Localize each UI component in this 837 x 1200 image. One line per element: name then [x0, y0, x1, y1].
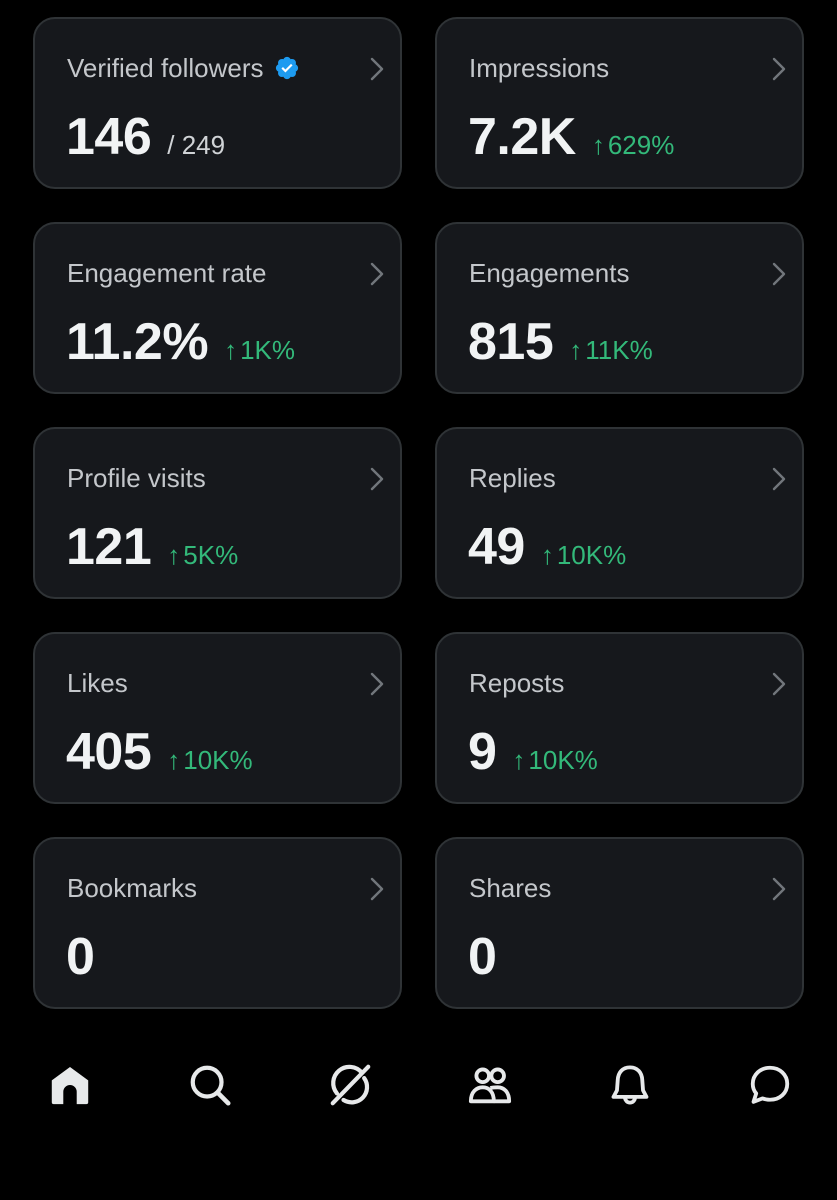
card-value: 11.2% [66, 313, 209, 371]
card-value-row: 405 ↑ 10K% [66, 722, 253, 782]
card-bookmarks[interactable]: Bookmarks 0 [33, 837, 402, 1009]
card-value: 9 [468, 723, 497, 781]
card-change-value: 11K% [585, 335, 653, 365]
card-title-label: Shares [469, 873, 552, 903]
arrow-up-icon: ↑ [591, 130, 605, 160]
card-value: 146 [66, 108, 152, 166]
card-change: ↑ 5K% [167, 540, 238, 571]
nav-grok-button[interactable] [325, 1060, 375, 1110]
card-value-row: 7.2K ↑ 629% [468, 107, 674, 167]
chevron-right-icon [370, 467, 384, 491]
card-value-row: 0 [468, 927, 497, 987]
nav-communities-button[interactable] [465, 1060, 515, 1110]
card-title: Impressions [469, 53, 609, 83]
arrow-up-icon: ↑ [540, 540, 554, 570]
card-title-label: Engagement rate [67, 258, 267, 288]
chevron-right-icon [370, 672, 384, 696]
card-change-value: 10K% [556, 540, 627, 570]
card-title-label: Profile visits [67, 463, 206, 493]
nav-search-button[interactable] [185, 1060, 235, 1110]
arrow-up-icon: ↑ [224, 335, 238, 365]
card-value-row: 0 [66, 927, 95, 987]
card-shares[interactable]: Shares 0 [435, 837, 804, 1009]
card-title-label: Verified followers [67, 53, 264, 83]
messages-icon [750, 1065, 790, 1104]
card-change: ↑ 629% [592, 130, 675, 161]
chevron-right-icon [370, 262, 384, 286]
chevron-right-icon [772, 262, 786, 286]
card-value: 121 [66, 518, 152, 576]
verified-badge-icon [275, 56, 298, 80]
arrow-up-icon: ↑ [167, 540, 181, 570]
card-title: Reposts [469, 668, 564, 698]
arrow-up-icon: ↑ [167, 745, 181, 775]
card-value: 7.2K [468, 108, 576, 166]
card-replies[interactable]: Replies 49 ↑ 10K% [435, 427, 804, 599]
card-value: 815 [468, 313, 554, 371]
card-total: / 249 [167, 130, 226, 160]
grok-icon [330, 1064, 371, 1106]
card-title-label: Bookmarks [67, 873, 198, 903]
chevron-right-icon [772, 672, 786, 696]
card-impressions[interactable]: Impressions 7.2K ↑ 629% [435, 17, 804, 189]
card-value-row: 49 ↑ 10K% [468, 517, 626, 577]
chevron-right-icon [370, 877, 384, 901]
card-change: ↑ 10K% [167, 745, 252, 776]
card-change: ↑ 10K% [541, 540, 626, 571]
card-change-value: 629% [607, 130, 675, 160]
nav-home-button[interactable] [45, 1060, 95, 1110]
card-likes[interactable]: Likes 405 ↑ 10K% [33, 632, 402, 804]
card-title-label: Engagements [469, 258, 630, 288]
chevron-right-icon [772, 467, 786, 491]
card-change-value: 10K% [528, 745, 598, 775]
card-title-label: Replies [469, 463, 556, 493]
search-icon [190, 1065, 231, 1106]
card-change: ↑ 1K% [224, 335, 295, 366]
card-title: Verified followers [67, 53, 300, 83]
card-value: 405 [66, 723, 152, 781]
card-value-row: 815 ↑ 11K% [468, 312, 653, 372]
bottom-nav [0, 1040, 837, 1130]
arrow-up-icon: ↑ [512, 745, 526, 775]
card-value-row: 146 / 249 [66, 107, 225, 167]
card-title: Replies [469, 463, 556, 493]
card-change-value: 1K% [240, 335, 295, 365]
card-change: ↑ 10K% [512, 745, 597, 776]
card-title-label: Reposts [469, 668, 565, 698]
card-change-value: 5K% [183, 540, 239, 570]
card-title: Likes [67, 668, 128, 698]
nav-notifications-button[interactable] [605, 1060, 655, 1110]
card-engagement-rate[interactable]: Engagement rate 11.2% ↑ 1K% [33, 222, 402, 394]
card-title-label: Impressions [469, 53, 610, 83]
card-value-row: 11.2% ↑ 1K% [66, 312, 295, 372]
chevron-right-icon [370, 57, 384, 81]
card-engagements[interactable]: Engagements 815 ↑ 11K% [435, 222, 804, 394]
card-profile-visits[interactable]: Profile visits 121 ↑ 5K% [33, 427, 402, 599]
card-title-label: Likes [67, 668, 128, 698]
card-value: 0 [468, 928, 497, 986]
bell-icon [611, 1065, 649, 1105]
card-change: ↑ 11K% [569, 335, 652, 366]
chevron-right-icon [772, 57, 786, 81]
card-title: Shares [469, 873, 551, 903]
card-title: Engagements [469, 258, 629, 288]
card-title: Engagement rate [67, 258, 266, 288]
card-title: Profile visits [67, 463, 206, 493]
card-value: 0 [66, 928, 95, 986]
nav-messages-button[interactable] [745, 1060, 795, 1110]
card-value-row: 9 ↑ 10K% [468, 722, 598, 782]
card-reposts[interactable]: Reposts 9 ↑ 10K% [435, 632, 804, 804]
home-icon [51, 1066, 89, 1105]
card-title: Bookmarks [67, 873, 197, 903]
communities-icon [468, 1067, 512, 1104]
chevron-right-icon [772, 877, 786, 901]
card-value-row: 121 ↑ 5K% [66, 517, 238, 577]
card-change-value: 10K% [183, 745, 253, 775]
arrow-up-icon: ↑ [569, 335, 583, 365]
analytics-grid: Verified followers 146 / 249 Impressions… [33, 17, 804, 1009]
card-value: 49 [468, 518, 525, 576]
card-verified-followers[interactable]: Verified followers 146 / 249 [33, 17, 402, 189]
